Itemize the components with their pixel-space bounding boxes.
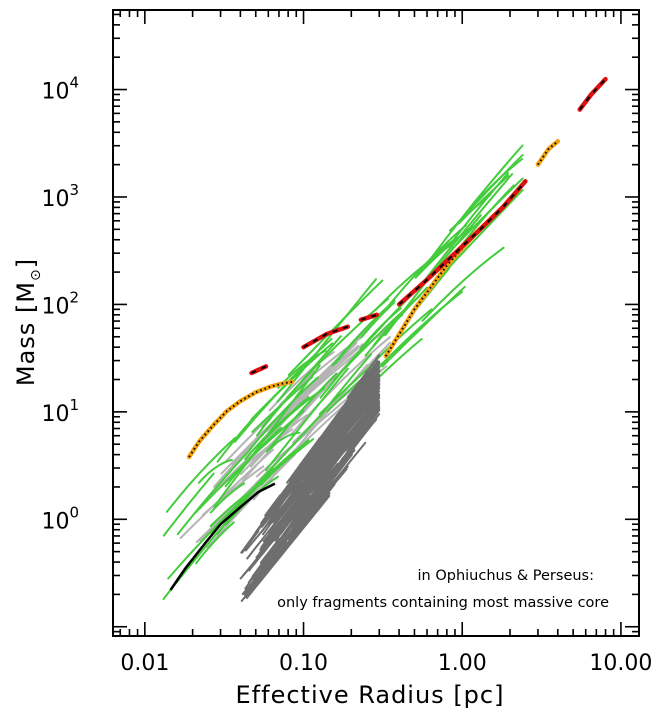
ophiuchus-perseus-fragment-track	[252, 507, 311, 581]
y-tick-label: 100	[41, 503, 79, 534]
ophiuchus-perseus-fragment-track	[324, 378, 381, 457]
series-layer	[169, 76, 608, 591]
ophiuchus-perseus-fragment-track	[332, 408, 381, 466]
ophiuchus-perseus-fragment-track	[251, 548, 274, 578]
x-axis-title: Effective Radius [pc]	[236, 681, 505, 709]
y-tick-labels: 100 101 102 103 104	[41, 74, 79, 535]
green-fragment-track	[176, 449, 251, 536]
green-fragment-track	[222, 449, 296, 521]
orange-dotted-track-overlay	[537, 140, 559, 166]
ophiuchus-perseus-fragment-track	[315, 463, 339, 493]
annotation-line-2: only fragments containing most massive c…	[277, 595, 609, 611]
green-fragment-track	[428, 144, 524, 262]
ophiuchus-perseus-fragment-track	[293, 468, 326, 505]
ophiuchus-perseus-fragment-track	[291, 476, 335, 528]
green-fragment-track	[427, 243, 455, 277]
y-axis-title-close: ]	[12, 258, 40, 268]
green-fragment-track	[374, 242, 454, 311]
y-axis-title: Mass [M⊙]	[12, 258, 44, 386]
green-fragment-track	[334, 303, 391, 365]
red-dashed-track-overlay	[360, 313, 378, 321]
light-fragment-track	[289, 336, 391, 437]
green-fragment-track	[318, 353, 372, 418]
green-fragment-track	[381, 285, 466, 368]
axis-ticks	[113, 10, 639, 636]
green-fragment-track	[421, 246, 505, 322]
ophiuchus-perseus-fragment-track	[248, 539, 273, 572]
ophiuchus-perseus-fragment-track	[346, 354, 381, 399]
light-fragment-track	[201, 465, 265, 516]
green-fragment-track	[360, 301, 395, 339]
ophiuchus-perseus-fragment-track	[309, 429, 336, 459]
green-fragment-track	[256, 400, 286, 437]
x-tick-label: 0.01	[120, 651, 169, 676]
y-tick-label: 101	[41, 396, 79, 427]
ophiuchus-perseus-fragment-track	[335, 378, 381, 433]
orange-dotted-track	[186, 379, 295, 460]
y-tick-label: 103	[41, 181, 79, 212]
ophiuchus-perseus-fragment-track	[245, 494, 331, 599]
green-fragment-track	[359, 307, 402, 350]
x-tick-label: 1.00	[438, 651, 487, 676]
ophiuchus-perseus-fragment-track	[260, 501, 278, 525]
green-fragment-track	[265, 372, 338, 453]
ophiuchus-perseus-fragment-track	[340, 366, 381, 417]
green-fragment-track	[369, 308, 433, 368]
ophiuchus-perseus-fragment-track	[331, 382, 364, 425]
y-tick-label: 102	[41, 288, 79, 319]
ophiuchus-perseus-fragment-track	[307, 434, 327, 459]
ophiuchus-perseus-fragment-track	[325, 449, 356, 484]
annotation-line-1: in Ophiuchus & Perseus:	[418, 568, 595, 584]
red-dashed-track	[577, 76, 608, 112]
x-tick-labels: 0.01 0.10 1.00 10.00	[120, 651, 652, 676]
ophiuchus-perseus-fragment-track	[282, 469, 336, 537]
green-fragment-track	[260, 387, 325, 444]
green-fragment-track	[455, 154, 524, 226]
ophiuchus-perseus-fragment-track	[317, 423, 358, 481]
green-fragment-track	[209, 482, 246, 514]
black-mean-track	[169, 482, 276, 591]
green-fragment-track	[260, 439, 310, 486]
y-tick-label: 104	[41, 74, 79, 105]
green-fragment-track	[457, 174, 510, 225]
green-fragment-track	[197, 458, 233, 484]
plot-frame	[112, 9, 640, 637]
y-axis-title-main: Mass [M	[12, 281, 40, 386]
green-fragment-track	[332, 294, 421, 381]
ophiuchus-perseus-fragment-track	[245, 483, 336, 598]
red-dashed-track-overlay	[398, 180, 527, 306]
red-dashed-track-overlay	[303, 325, 349, 349]
ophiuchus-perseus-fragment-track	[332, 397, 381, 462]
green-fragment-track	[287, 279, 384, 376]
green-fragment-track	[249, 376, 319, 451]
ophiuchus-perseus-fragment-track	[310, 450, 327, 470]
ophiuchus-perseus-fragment-track	[255, 482, 296, 533]
ophiuchus-perseus-fragment-track	[261, 495, 288, 533]
green-fragment-track	[162, 472, 215, 537]
green-fragment-track	[195, 521, 235, 565]
x-tick-label: 0.10	[279, 651, 328, 676]
fragment-tracks	[162, 144, 524, 602]
y-axis-title-group: Mass [M⊙]	[12, 258, 44, 386]
green-fragment-track	[265, 367, 349, 472]
red-dashed-track-overlay	[251, 365, 267, 374]
green-fragment-track	[165, 436, 237, 513]
green-fragment-track	[285, 297, 389, 399]
ophiuchus-perseus-fragment-track	[346, 390, 381, 434]
x-tick-label: 10.00	[589, 651, 652, 676]
ophiuchus-perseus-fragment-track	[343, 375, 381, 419]
y-axis-title-sun-symbol: ⊙	[28, 268, 44, 281]
